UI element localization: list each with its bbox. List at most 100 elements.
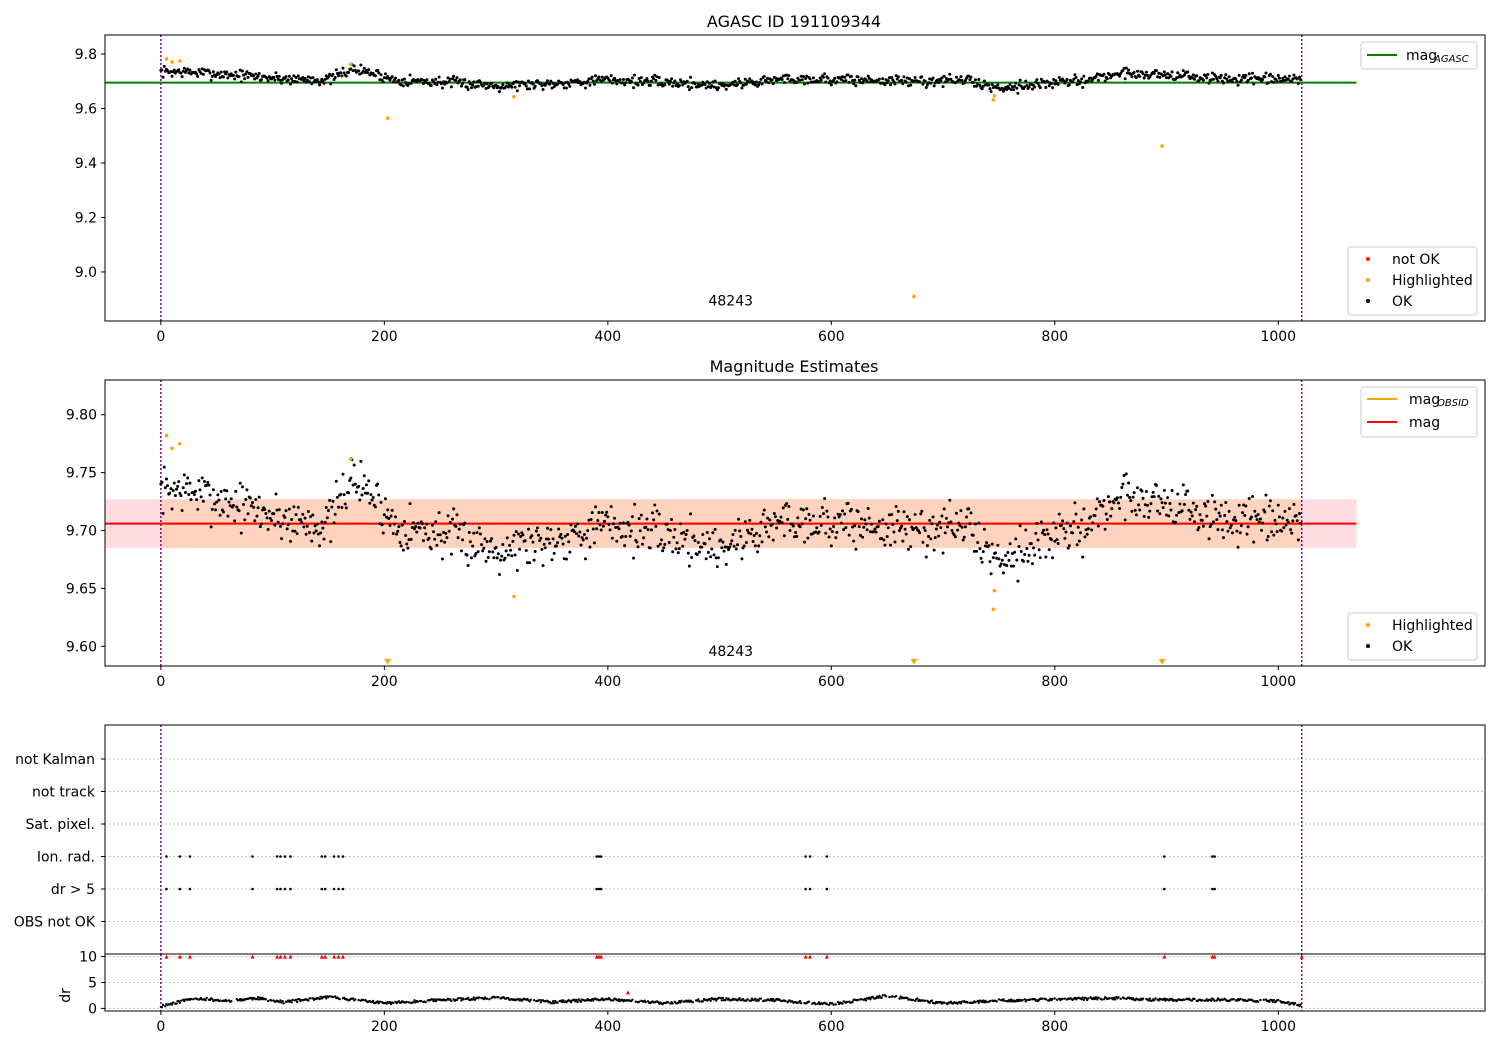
ok-point xyxy=(724,87,728,91)
dr-point xyxy=(309,997,312,1000)
ok-point xyxy=(780,77,784,81)
ok-point xyxy=(339,71,343,75)
dr-not-ok-point xyxy=(319,954,324,959)
ok-point xyxy=(973,78,977,82)
p2-y-tick-label: 9.80 xyxy=(66,408,97,424)
ok-point xyxy=(835,80,839,84)
ok-point xyxy=(1203,502,1207,506)
legend-swatch-highlighted xyxy=(1366,623,1370,627)
dr-point xyxy=(691,1001,694,1004)
p4-y-tick-label: 10 xyxy=(79,950,97,966)
ok-point xyxy=(796,516,800,520)
ok-point xyxy=(824,531,828,535)
ok-point xyxy=(685,528,689,532)
ok-point xyxy=(360,493,364,497)
ok-point xyxy=(1282,526,1286,530)
dr-point xyxy=(205,996,208,1000)
ok-point xyxy=(1265,538,1269,542)
ok-point xyxy=(478,532,482,536)
ok-point xyxy=(782,534,786,538)
dr-point xyxy=(230,999,233,1003)
ok-point xyxy=(1227,75,1231,79)
ok-point xyxy=(894,505,898,509)
dr-point xyxy=(279,999,282,1002)
ok-point xyxy=(371,496,375,500)
ok-point xyxy=(1242,73,1246,77)
ok-point xyxy=(318,544,322,548)
ok-point xyxy=(1277,515,1281,519)
ok-point xyxy=(1060,523,1064,527)
ok-point xyxy=(207,483,211,487)
dr-point xyxy=(1063,997,1067,1000)
dr-point xyxy=(966,1001,969,1004)
ok-point xyxy=(533,84,537,88)
ok-point xyxy=(1222,81,1226,85)
ok-point xyxy=(506,85,510,89)
ok-point xyxy=(1129,499,1133,503)
ok-point xyxy=(385,515,389,519)
ok-point xyxy=(1299,521,1303,525)
highlighted-point xyxy=(991,607,996,612)
ok-point xyxy=(219,70,223,74)
ok-point xyxy=(904,532,908,536)
ok-point xyxy=(733,528,737,532)
ok-point xyxy=(814,530,818,534)
ok-point xyxy=(806,81,810,85)
ok-point xyxy=(821,512,825,516)
ok-point xyxy=(463,78,467,82)
dr-point xyxy=(1081,996,1084,999)
dr-point xyxy=(1271,1000,1274,1004)
ok-point xyxy=(307,530,311,534)
dr-not-ok-point xyxy=(282,954,287,959)
ok-point xyxy=(1029,82,1033,86)
ok-point xyxy=(1057,75,1061,79)
ok-point xyxy=(266,79,270,83)
ok-point xyxy=(1036,82,1040,86)
legend-line-label-mag-obsid: mag xyxy=(1409,392,1440,408)
ok-point xyxy=(842,528,846,532)
ok-point xyxy=(206,480,210,484)
ok-point xyxy=(335,72,339,76)
legend-swatch-ok xyxy=(1366,644,1370,648)
ok-point xyxy=(889,83,893,87)
ok-point xyxy=(214,508,218,512)
ok-point xyxy=(440,86,444,90)
dr-point xyxy=(977,1001,981,1005)
ok-point xyxy=(551,81,555,85)
ok-point xyxy=(1017,83,1021,87)
dr-point xyxy=(1287,1000,1290,1004)
ok-point xyxy=(1209,522,1213,526)
ok-point xyxy=(1267,504,1271,508)
ok-point xyxy=(610,81,614,85)
ok-point xyxy=(757,83,761,87)
ok-point xyxy=(572,530,576,534)
ok-point xyxy=(1263,510,1267,514)
off-axis-highlighted-marker xyxy=(384,659,392,665)
ok-point xyxy=(497,90,501,94)
ok-point xyxy=(895,519,899,523)
ok-point xyxy=(800,522,804,526)
dr-point xyxy=(671,1002,674,1005)
ok-point xyxy=(686,85,690,89)
ok-point xyxy=(557,527,561,531)
ok-point xyxy=(1096,524,1100,528)
ok-point xyxy=(1186,489,1190,493)
ok-point xyxy=(197,479,201,483)
ok-point xyxy=(935,523,939,527)
ok-point xyxy=(628,534,632,538)
ok-point xyxy=(195,498,199,502)
ok-point xyxy=(515,569,519,573)
ok-point xyxy=(181,69,185,73)
ok-point xyxy=(1256,513,1260,517)
ok-point xyxy=(962,81,966,85)
ok-point xyxy=(242,73,246,77)
dr-point xyxy=(291,998,294,1002)
ok-point xyxy=(340,505,344,509)
ok-point xyxy=(501,83,505,87)
legend-swatch-ok xyxy=(1366,299,1370,303)
ok-point xyxy=(550,558,554,562)
ok-point xyxy=(239,80,243,84)
ok-point xyxy=(754,80,758,84)
ok-point xyxy=(989,89,993,93)
ok-point xyxy=(1197,79,1201,83)
